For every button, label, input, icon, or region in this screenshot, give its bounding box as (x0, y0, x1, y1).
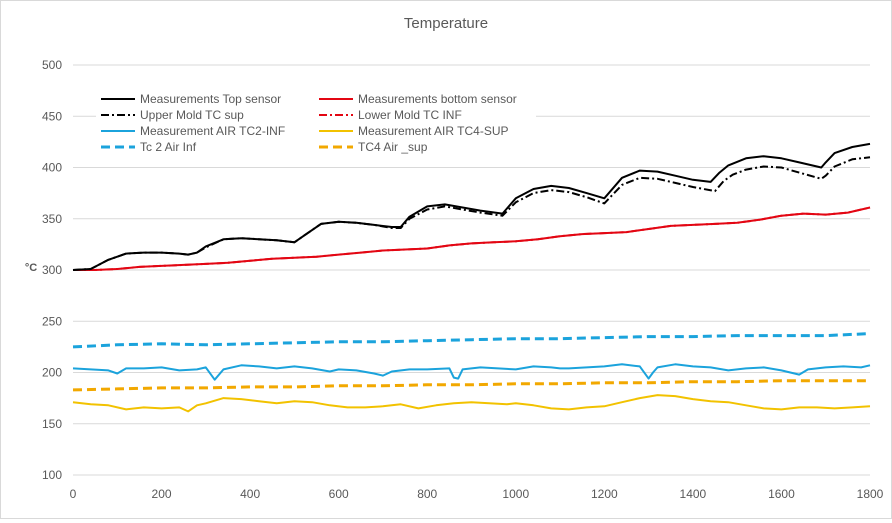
x-tick-label: 1000 (502, 487, 529, 501)
x-tick-label: 400 (240, 487, 260, 501)
y-tick-label: 350 (42, 212, 62, 226)
legend-label-3: Lower Mold TC INF (358, 108, 462, 122)
x-tick-label: 800 (417, 487, 437, 501)
legend-label-0: Measurements Top sensor (140, 92, 281, 106)
series-line-1 (73, 206, 871, 271)
legend-label-5: Measurement AIR TC4-SUP (358, 124, 509, 138)
y-tick-label: 400 (42, 161, 62, 175)
y-tick-label: 450 (42, 109, 62, 123)
x-tick-label: 1600 (768, 487, 795, 501)
legend-label-7: TC4 Air _sup (358, 140, 428, 154)
y-axis-label: °C (25, 262, 37, 274)
y-tick-label: 250 (42, 314, 62, 328)
x-tick-label: 1800 (857, 487, 884, 501)
series-line-5 (72, 394, 871, 413)
series-lines (72, 142, 871, 413)
series-line-3 (73, 206, 871, 271)
y-tick-label: 300 (42, 263, 62, 277)
y-tick-label: 200 (42, 366, 62, 380)
x-tick-label: 1200 (591, 487, 618, 501)
x-tick-labels: 0 200 400 600 800 1000 1200 1400 1600 1800 (70, 487, 884, 501)
legend-label-4: Measurement AIR TC2-INF (140, 124, 285, 138)
x-tick-label: 0 (70, 487, 77, 501)
x-tick-label: 200 (152, 487, 172, 501)
y-tick-label: 150 (42, 417, 62, 431)
chart-title: Temperature (404, 15, 488, 32)
y-tick-label: 100 (42, 468, 62, 482)
y-tick-label: 500 (42, 58, 62, 72)
series-line-0 (72, 142, 871, 271)
x-tick-label: 600 (329, 487, 349, 501)
series-line-6 (72, 332, 871, 349)
x-tick-label: 1400 (680, 487, 707, 501)
legend-label-6: Tc 2 Air Inf (140, 140, 197, 154)
legend: Measurements Top sensor Measurements bott… (96, 87, 536, 157)
legend-label-1: Measurements bottom sensor (358, 92, 517, 106)
gridlines (73, 64, 870, 476)
y-tick-labels: 100 150 200 250 300 350 400 450 500 (42, 58, 62, 482)
series-line-7 (72, 379, 870, 392)
legend-label-2: Upper Mold TC sup (140, 108, 244, 122)
legend-background (96, 87, 536, 157)
series-line-4 (72, 363, 871, 381)
